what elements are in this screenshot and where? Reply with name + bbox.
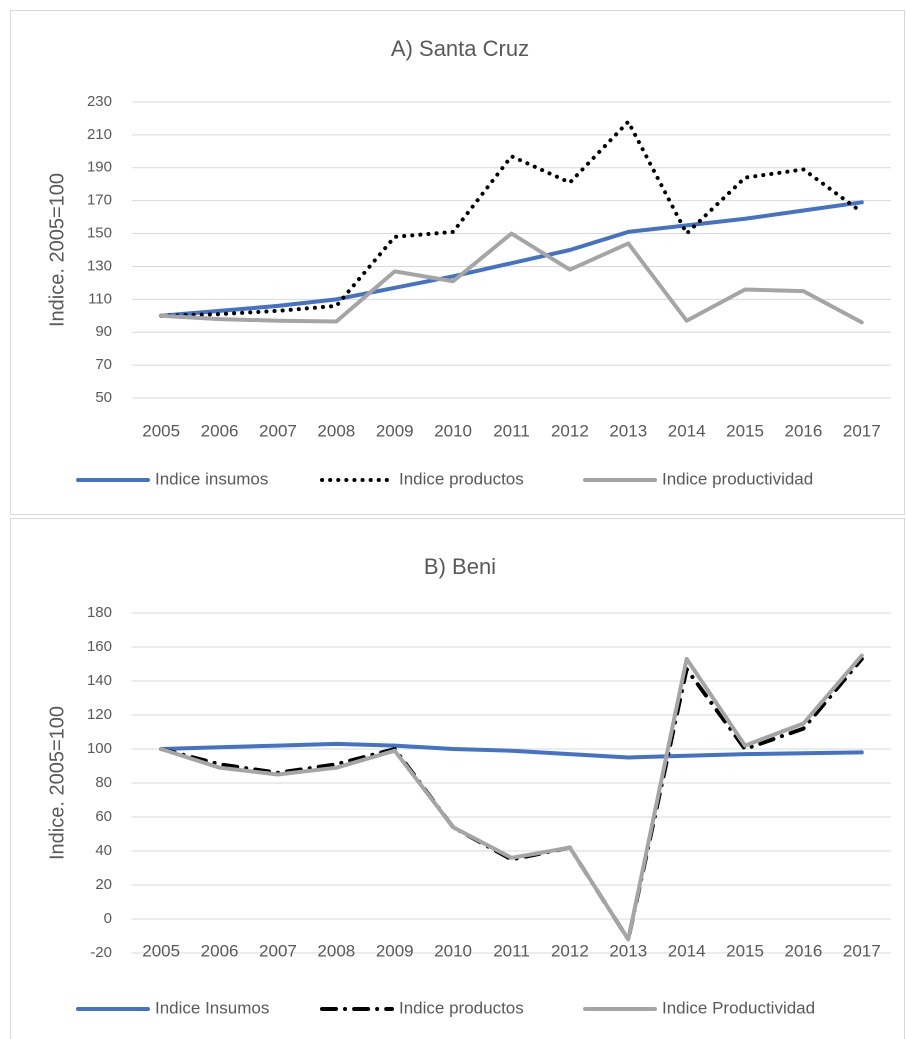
legend-label: Indice productos — [399, 469, 524, 488]
x-tick-label: 2008 — [317, 941, 355, 960]
x-tick-label: 2007 — [259, 421, 297, 440]
x-tick-label: 2009 — [376, 941, 414, 960]
x-tick-label: 2010 — [434, 941, 472, 960]
x-tick-label: 2013 — [609, 941, 647, 960]
x-tick-label: 2011 — [493, 421, 530, 440]
series-line — [159, 119, 864, 318]
x-tick-label: 2006 — [201, 941, 239, 960]
legend-label: Indice insumos — [155, 469, 268, 488]
y-tick-label: 120 — [87, 706, 112, 723]
x-tick-label: 2013 — [609, 421, 647, 440]
y-tick-label: 40 — [95, 842, 112, 859]
y-tick-label: 130 — [87, 257, 112, 274]
x-tick-label: 2009 — [376, 421, 414, 440]
y-tick-label: -20 — [90, 944, 112, 961]
chart-title: B) Beni — [424, 554, 496, 579]
x-tick-label: 2016 — [785, 941, 823, 960]
x-tick-label: 2017 — [843, 421, 881, 440]
legend-label: Indice productos — [399, 998, 524, 1017]
y-tick-label: 110 — [88, 290, 112, 307]
x-tick-label: 2017 — [843, 941, 881, 960]
x-tick-label: 2006 — [201, 421, 239, 440]
x-tick-label: 2011 — [493, 941, 530, 960]
y-tick-label: 160 — [87, 638, 112, 655]
chart-frame — [10, 10, 905, 515]
x-tick-label: 2007 — [259, 941, 297, 960]
y-tick-label: 50 — [95, 389, 112, 406]
y-tick-label: 20 — [95, 876, 112, 893]
y-tick-label: 230 — [87, 93, 112, 110]
y-tick-label: 140 — [87, 672, 112, 689]
legend-label: Indice Insumos — [155, 998, 269, 1017]
legend-label: Indice Productividad — [662, 998, 815, 1017]
series-line — [159, 200, 864, 318]
x-tick-label: 2005 — [142, 421, 180, 440]
series-line — [159, 741, 864, 760]
y-axis-title: Indice. 2005=100 — [46, 706, 68, 860]
x-tick-label: 2015 — [726, 421, 764, 440]
x-tick-label: 2012 — [551, 941, 589, 960]
x-tick-label: 2008 — [317, 421, 355, 440]
x-tick-label: 2014 — [668, 421, 706, 440]
x-tick-label: 2010 — [434, 421, 472, 440]
y-tick-label: 0 — [104, 910, 112, 927]
legend-label: Indice productividad — [662, 469, 813, 488]
x-tick-label: 2015 — [726, 941, 764, 960]
y-axis-title: Indice. 2005=100 — [46, 173, 68, 327]
x-tick-label: 2005 — [142, 941, 180, 960]
y-tick-label: 190 — [87, 159, 112, 176]
y-tick-label: 90 — [95, 323, 112, 340]
x-tick-label: 2012 — [551, 421, 589, 440]
series-line — [159, 231, 864, 325]
y-tick-label: 210 — [87, 126, 112, 143]
series-line — [159, 653, 864, 942]
x-tick-label: 2014 — [668, 941, 706, 960]
y-tick-label: 100 — [87, 740, 112, 757]
y-tick-label: 80 — [95, 774, 112, 791]
chart-title: A) Santa Cruz — [391, 36, 529, 61]
y-tick-label: 180 — [87, 604, 112, 621]
x-tick-label: 2016 — [785, 421, 823, 440]
y-tick-label: 150 — [87, 225, 112, 242]
chart-frame — [10, 518, 905, 1039]
y-tick-label: 70 — [95, 356, 112, 373]
y-tick-label: 170 — [87, 192, 112, 209]
y-tick-label: 60 — [95, 808, 112, 825]
